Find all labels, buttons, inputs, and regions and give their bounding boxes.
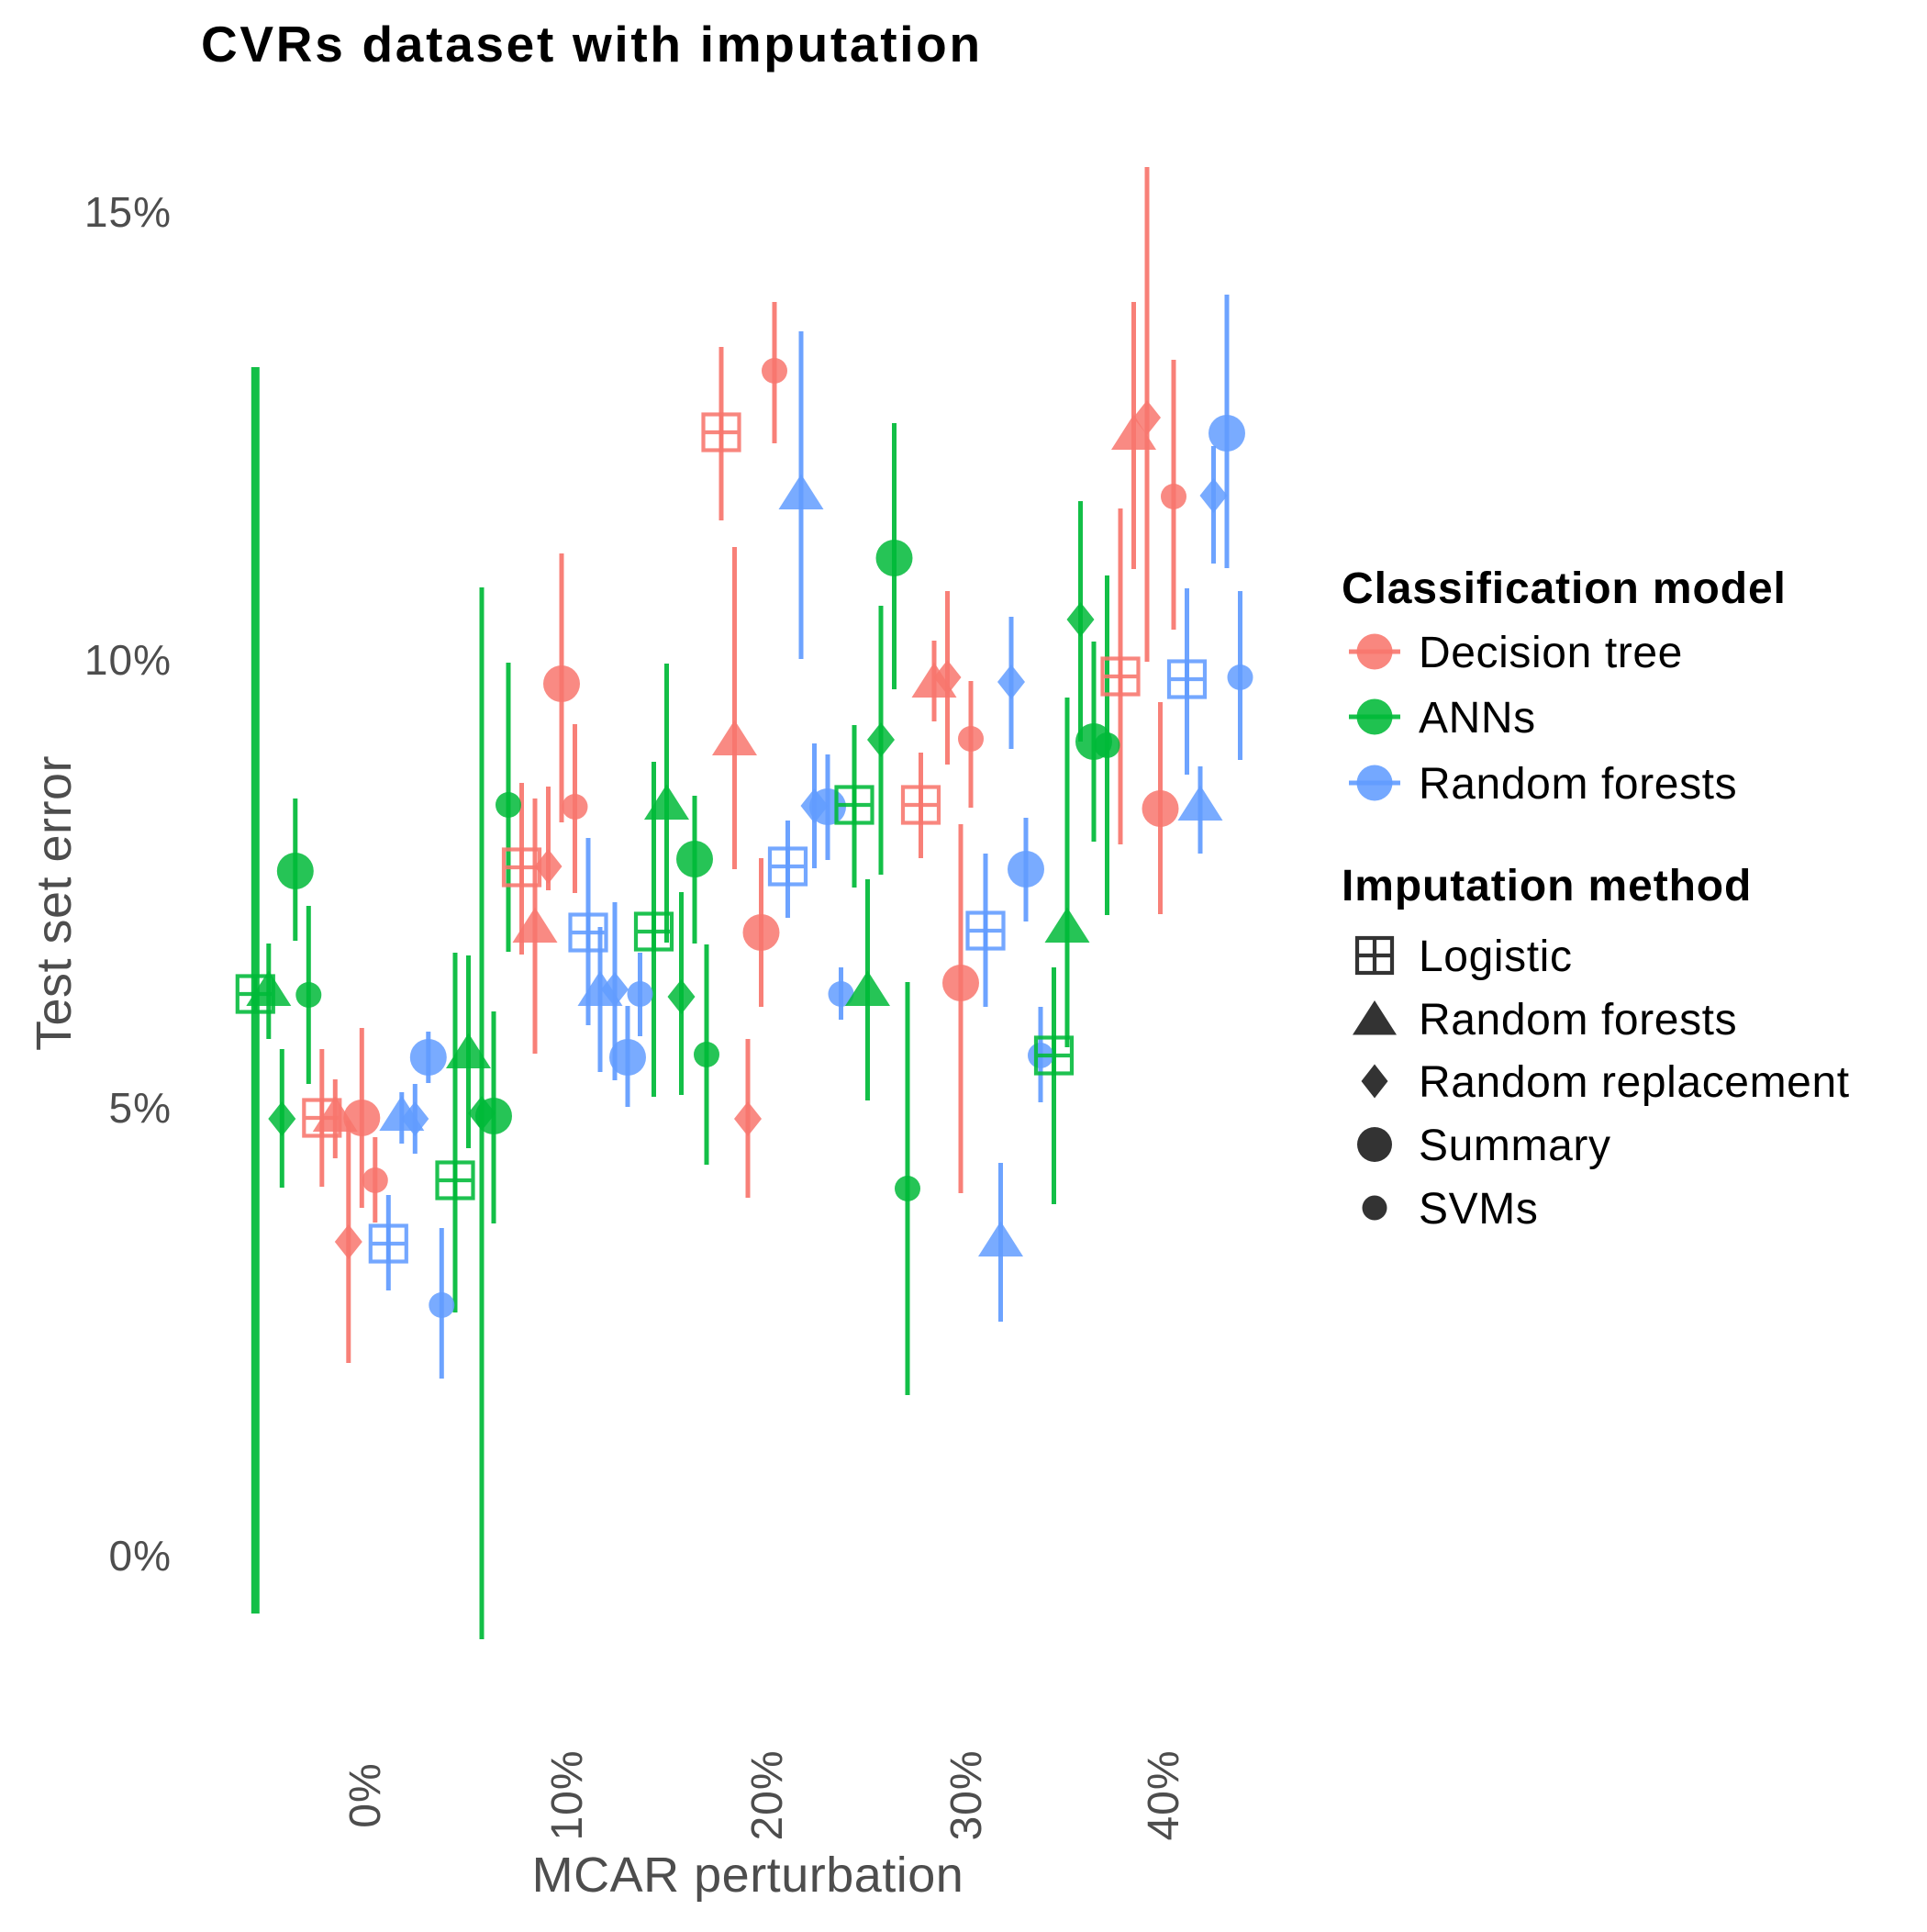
svg-text:Decision tree: Decision tree	[1419, 629, 1683, 677]
svg-text:Random forests: Random forests	[1419, 996, 1737, 1044]
svg-text:5%: 5%	[109, 1084, 172, 1132]
svg-text:10%: 10%	[84, 636, 172, 684]
svg-text:Random forests: Random forests	[1419, 760, 1737, 809]
svg-text:10%: 10%	[543, 1749, 592, 1840]
svg-text:20%: 20%	[743, 1749, 792, 1840]
svg-text:0%: 0%	[109, 1532, 172, 1580]
svg-text:Imputation method: Imputation method	[1342, 862, 1752, 910]
svg-text:Classification model: Classification model	[1342, 564, 1787, 613]
svg-text:Summary: Summary	[1419, 1122, 1611, 1170]
svg-text:ANNs: ANNs	[1419, 694, 1536, 743]
svg-text:CVRs dataset with imputation: CVRs dataset with imputation	[201, 16, 983, 73]
svg-text:0%: 0%	[341, 1762, 390, 1827]
svg-text:30%: 30%	[942, 1749, 991, 1840]
svg-text:SVMs: SVMs	[1419, 1185, 1538, 1234]
svg-text:40%: 40%	[1140, 1749, 1188, 1840]
svg-text:15%: 15%	[84, 188, 172, 236]
svg-text:Logistic: Logistic	[1419, 932, 1573, 981]
svg-text:MCAR perturbation: MCAR perturbation	[532, 1848, 964, 1903]
svg-text:Random replacement: Random replacement	[1419, 1058, 1850, 1107]
svg-text:Test set error: Test set error	[27, 755, 82, 1051]
